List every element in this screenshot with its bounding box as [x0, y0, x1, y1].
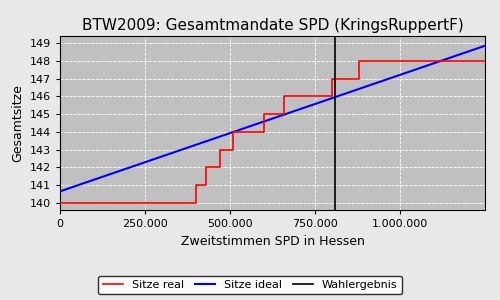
Sitze real — [193, 201, 199, 205]
Sitze real — [57, 201, 63, 205]
Title: BTW2009: Gesamtmandate SPD (KringsRuppertF): BTW2009: Gesamtmandate SPD (KringsRupper… — [82, 18, 464, 33]
Sitze real — [180, 201, 186, 205]
Sitze real — [203, 183, 209, 187]
Sitze real — [248, 130, 254, 134]
Sitze real — [261, 130, 267, 134]
Sitze real — [180, 201, 186, 205]
Sitze real — [282, 94, 288, 98]
Line: Sitze real: Sitze real — [60, 61, 485, 203]
Sitze real — [230, 130, 236, 134]
Sitze real — [217, 166, 223, 169]
X-axis label: Zweitstimmen SPD in Hessen: Zweitstimmen SPD in Hessen — [180, 235, 364, 248]
Sitze real — [329, 94, 335, 98]
Sitze real — [230, 148, 236, 152]
Legend: Sitze real, Sitze ideal, Wahlergebnis: Sitze real, Sitze ideal, Wahlergebnis — [98, 276, 402, 294]
Y-axis label: Gesamtsitze: Gesamtsitze — [11, 84, 24, 162]
Sitze real — [248, 130, 254, 134]
Sitze real — [356, 59, 362, 63]
Sitze real — [414, 59, 420, 63]
Sitze real — [217, 148, 223, 152]
Sitze real — [329, 77, 335, 80]
Sitze real — [193, 183, 199, 187]
Sitze real — [282, 112, 288, 116]
Sitze real — [261, 112, 267, 116]
Sitze real — [482, 59, 488, 63]
Sitze real — [203, 166, 209, 169]
Sitze real — [356, 77, 362, 80]
